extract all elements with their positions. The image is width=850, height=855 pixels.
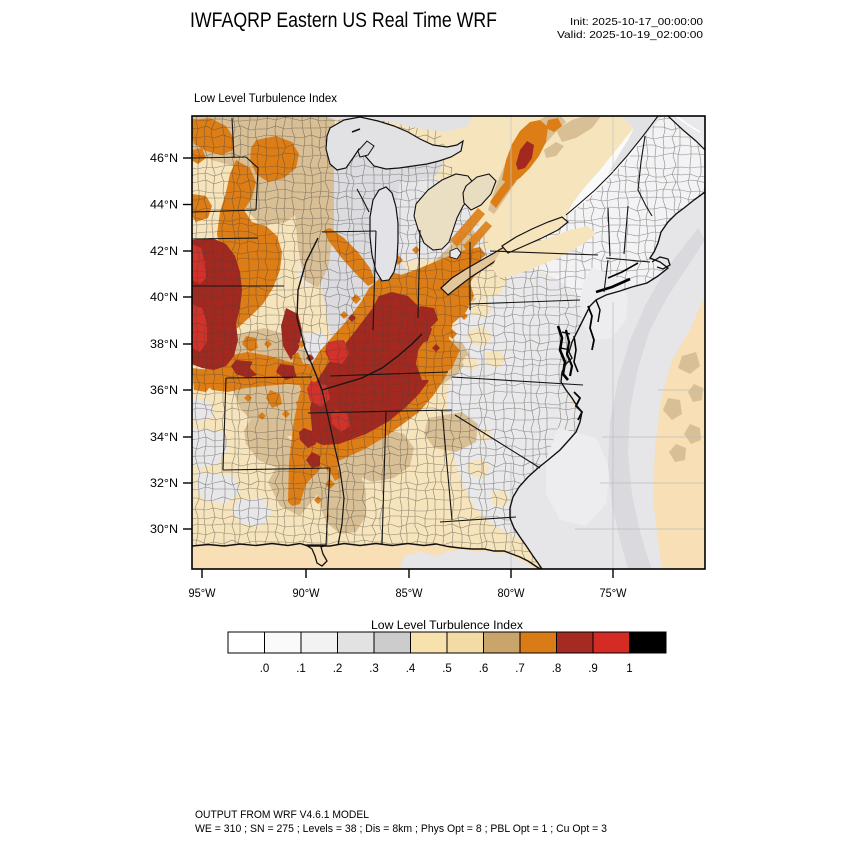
svg-text:85°W: 85°W xyxy=(396,588,423,600)
svg-text:.7: .7 xyxy=(515,663,525,675)
svg-text:IWFAQRP Eastern US Real Time W: IWFAQRP Eastern US Real Time WRF xyxy=(190,9,497,32)
svg-text:1: 1 xyxy=(626,663,632,675)
svg-text:32°N: 32°N xyxy=(150,478,178,490)
svg-text:.6: .6 xyxy=(479,663,489,675)
svg-text:44°N: 44°N xyxy=(150,200,178,212)
svg-text:80°W: 80°W xyxy=(498,588,525,600)
svg-text:95°W: 95°W xyxy=(189,588,216,600)
svg-text:.2: .2 xyxy=(333,663,343,675)
svg-text:Valid: 2025-10-19_02:00:00: Valid: 2025-10-19_02:00:00 xyxy=(557,29,703,41)
svg-text:38°N: 38°N xyxy=(150,339,178,351)
svg-text:40°N: 40°N xyxy=(150,292,178,304)
svg-text:90°W: 90°W xyxy=(293,588,320,600)
svg-text:Init: 2025-10-17_00:00:00: Init: 2025-10-17_00:00:00 xyxy=(570,16,703,28)
svg-text:34°N: 34°N xyxy=(150,432,178,444)
svg-text:.4: .4 xyxy=(406,663,416,675)
svg-text:36°N: 36°N xyxy=(150,385,178,397)
svg-text:.9: .9 xyxy=(588,663,598,675)
svg-text:Low Level Turbulence Index: Low Level Turbulence Index xyxy=(194,93,337,105)
svg-text:46°N: 46°N xyxy=(150,153,178,165)
svg-text:.0: .0 xyxy=(260,663,270,675)
svg-text:30°N: 30°N xyxy=(150,524,178,536)
svg-text:75°W: 75°W xyxy=(600,588,627,600)
svg-text:.5: .5 xyxy=(442,663,452,675)
svg-text:.8: .8 xyxy=(552,663,562,675)
svg-text:WE = 310 ; SN = 275 ; Levels =: WE = 310 ; SN = 275 ; Levels = 38 ; Dis … xyxy=(195,823,607,835)
svg-text:OUTPUT FROM WRF V4.6.1 MODEL: OUTPUT FROM WRF V4.6.1 MODEL xyxy=(195,809,369,821)
svg-text:.3: .3 xyxy=(369,663,379,675)
svg-text:Low Level Turbulence Index: Low Level Turbulence Index xyxy=(371,620,523,632)
svg-text:42°N: 42°N xyxy=(150,246,178,258)
svg-text:.1: .1 xyxy=(296,663,306,675)
